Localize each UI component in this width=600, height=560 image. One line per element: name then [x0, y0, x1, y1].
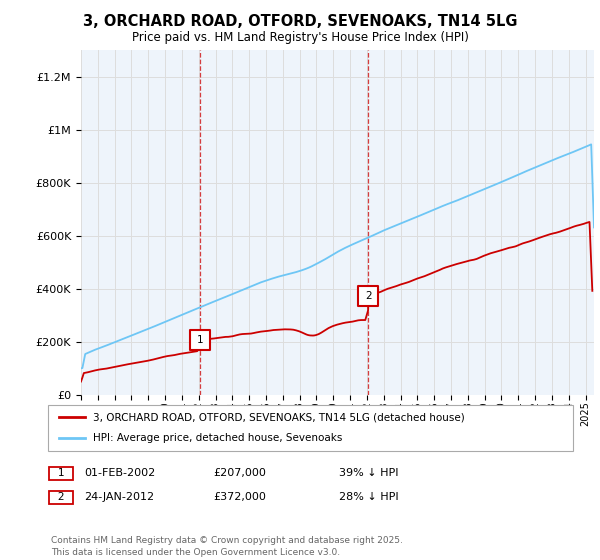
Text: 1: 1 — [197, 335, 203, 345]
Text: Contains HM Land Registry data © Crown copyright and database right 2025.
This d: Contains HM Land Registry data © Crown c… — [51, 536, 403, 557]
FancyBboxPatch shape — [48, 405, 573, 451]
Text: 1: 1 — [51, 468, 71, 478]
Text: 2: 2 — [51, 492, 71, 502]
Text: 01-FEB-2002: 01-FEB-2002 — [84, 468, 155, 478]
Text: Price paid vs. HM Land Registry's House Price Index (HPI): Price paid vs. HM Land Registry's House … — [131, 31, 469, 44]
Point — [195, 335, 205, 344]
Text: 3, ORCHARD ROAD, OTFORD, SEVENOAKS, TN14 5LG: 3, ORCHARD ROAD, OTFORD, SEVENOAKS, TN14… — [83, 14, 517, 29]
Point — [364, 292, 373, 301]
Text: 3, ORCHARD ROAD, OTFORD, SEVENOAKS, TN14 5LG (detached house): 3, ORCHARD ROAD, OTFORD, SEVENOAKS, TN14… — [92, 412, 464, 422]
Text: £372,000: £372,000 — [213, 492, 266, 502]
Text: 28% ↓ HPI: 28% ↓ HPI — [339, 492, 398, 502]
Text: 2: 2 — [365, 291, 371, 301]
Text: HPI: Average price, detached house, Sevenoaks: HPI: Average price, detached house, Seve… — [92, 433, 342, 444]
Text: £207,000: £207,000 — [213, 468, 266, 478]
Text: 24-JAN-2012: 24-JAN-2012 — [84, 492, 154, 502]
Text: 39% ↓ HPI: 39% ↓ HPI — [339, 468, 398, 478]
